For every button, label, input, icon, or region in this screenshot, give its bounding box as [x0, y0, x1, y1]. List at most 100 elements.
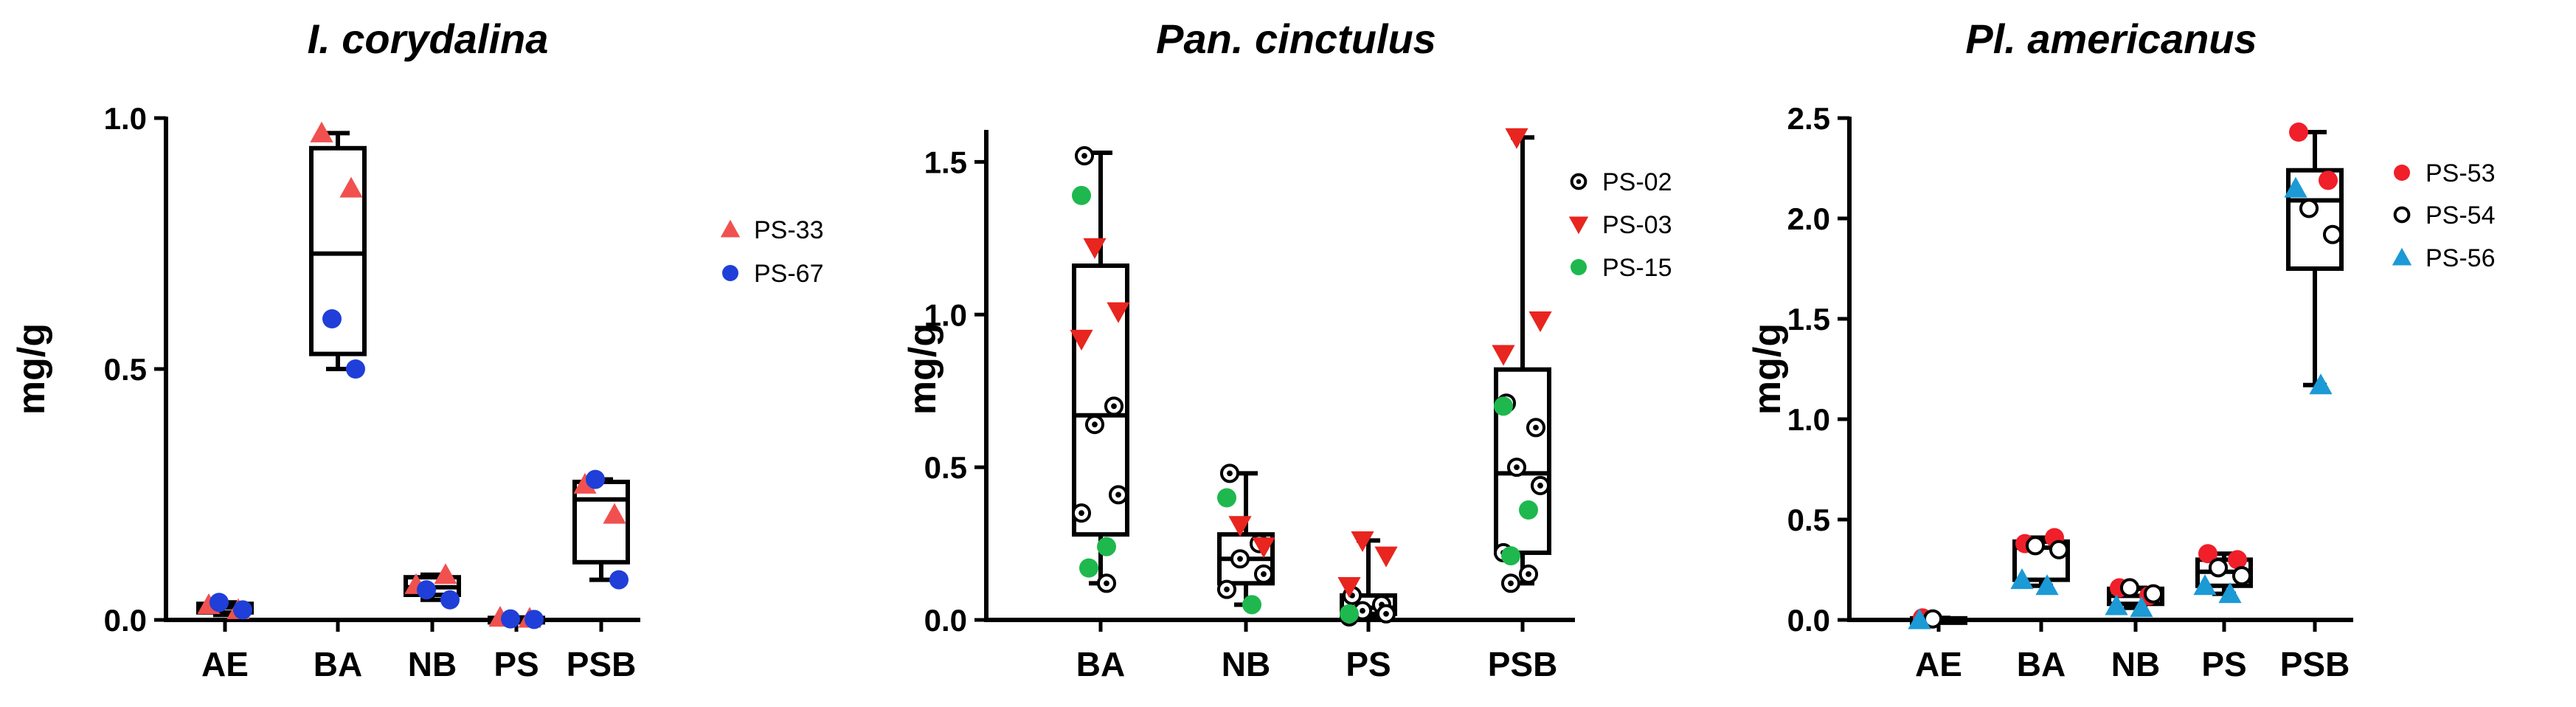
data-point — [2035, 574, 2059, 596]
data-point — [1096, 573, 1117, 593]
legend-label: PS-33 — [754, 216, 824, 244]
data-point — [1376, 604, 1396, 624]
y-tick-label: 0.0 — [924, 603, 967, 638]
data-point — [1071, 503, 1092, 523]
data-point — [501, 609, 520, 629]
x-tick-label: PSB — [2280, 645, 2350, 683]
series-ps-67 — [210, 309, 629, 630]
data-point — [2025, 536, 2046, 556]
y-tick-label: 1.0 — [924, 297, 967, 332]
data-point-center — [1227, 470, 1233, 477]
data-point — [2284, 176, 2307, 198]
y-axis-label: mg/g — [901, 323, 944, 415]
y-tick-label: 1.5 — [1787, 302, 1830, 337]
y-axis-label: mg/g — [10, 323, 53, 415]
legend-label: PS-15 — [1602, 254, 1672, 282]
data-point — [2143, 584, 2164, 604]
x-tick-label: PS — [1346, 645, 1391, 683]
legend-marker-center — [1576, 179, 1582, 184]
data-point — [233, 600, 252, 620]
data-point — [1501, 546, 1520, 566]
data-point — [2119, 578, 2140, 598]
legend-label: PS-67 — [754, 260, 824, 288]
y-tick-label: 1.0 — [104, 101, 147, 136]
data-point — [1242, 595, 1261, 615]
data-point-center — [1115, 492, 1121, 498]
data-point-center — [1224, 586, 1230, 593]
data-point — [1500, 573, 1521, 593]
data-point-center — [1537, 483, 1543, 489]
x-tick-label: AE — [201, 645, 249, 683]
data-point — [1107, 302, 1130, 323]
y-tick-label: 1.0 — [1787, 402, 1830, 437]
data-point-center — [1104, 580, 1109, 587]
x-tick-label: PSB — [1488, 645, 1558, 683]
chart-title: Pan. cinctulus — [1156, 15, 1436, 62]
data-point — [1492, 345, 1515, 366]
data-point — [1528, 311, 1552, 333]
data-point — [1228, 516, 1252, 537]
data-point — [1072, 185, 1091, 205]
data-point — [1079, 558, 1098, 578]
box-psb — [2286, 130, 2344, 387]
x-tick-label: AE — [1915, 645, 1962, 683]
legend-marker — [722, 265, 738, 281]
data-point-center — [1526, 571, 1531, 577]
data-point — [2218, 582, 2242, 604]
series-ps-56 — [1908, 176, 2333, 630]
data-point — [1230, 549, 1250, 569]
data-point — [2232, 566, 2252, 586]
data-point — [1530, 475, 1551, 496]
data-point — [1340, 604, 1359, 624]
data-point — [1337, 577, 1361, 599]
x-tick-label: BA — [1076, 645, 1125, 683]
data-point — [1104, 396, 1124, 416]
legend-label: PS-56 — [2426, 244, 2496, 272]
data-point — [1219, 463, 1240, 483]
x-tick-label: NB — [1222, 645, 1270, 683]
y-tick-label: 2.5 — [1787, 101, 1830, 136]
y-tick-label: 0.5 — [1787, 503, 1830, 537]
data-point — [2322, 224, 2343, 244]
data-point — [310, 121, 333, 142]
data-point — [322, 309, 342, 328]
data-point — [2010, 568, 2034, 590]
data-point — [1070, 329, 1093, 351]
data-point — [1506, 458, 1527, 477]
legend-marker — [1570, 173, 1588, 190]
legend: PS-33 PS-67 — [720, 216, 824, 288]
y-tick-label: 2.0 — [1787, 201, 1830, 236]
box-iqr — [2286, 168, 2344, 271]
data-point — [1908, 608, 1931, 630]
data-point — [1351, 531, 1374, 553]
data-point — [1494, 396, 1513, 416]
data-point-center — [1111, 403, 1117, 410]
series-ps-02 — [1071, 146, 1551, 627]
data-point — [1084, 415, 1105, 435]
data-point — [603, 503, 626, 524]
data-point — [1374, 546, 1398, 568]
legend-marker — [1571, 259, 1587, 275]
chart-title: I. corydalina — [308, 15, 549, 62]
data-point — [2289, 123, 2308, 142]
data-point — [346, 359, 365, 379]
legend-label: PS-02 — [1602, 168, 1672, 196]
legend-marker — [2394, 165, 2410, 181]
legend-marker — [1568, 216, 1589, 235]
y-tick-label: 0.5 — [924, 450, 967, 485]
data-point — [1074, 146, 1095, 166]
data-point — [417, 580, 436, 600]
series-ps-15 — [1072, 185, 1538, 624]
x-tick-label: PSB — [567, 645, 637, 683]
data-point-center — [1533, 424, 1539, 431]
y-axis-label: mg/g — [1746, 323, 1789, 415]
chart-panel-1: I. corydalina mg/g 0.0 0.5 1.0 AE BA NB PS PSB PS-… — [10, 15, 824, 683]
data-point — [1097, 537, 1116, 556]
data-point — [2198, 544, 2217, 564]
data-point — [2319, 170, 2338, 190]
data-point — [2049, 539, 2069, 559]
data-point — [573, 472, 597, 494]
data-point — [2105, 594, 2128, 615]
data-point — [2193, 574, 2217, 596]
data-point — [2299, 199, 2319, 218]
